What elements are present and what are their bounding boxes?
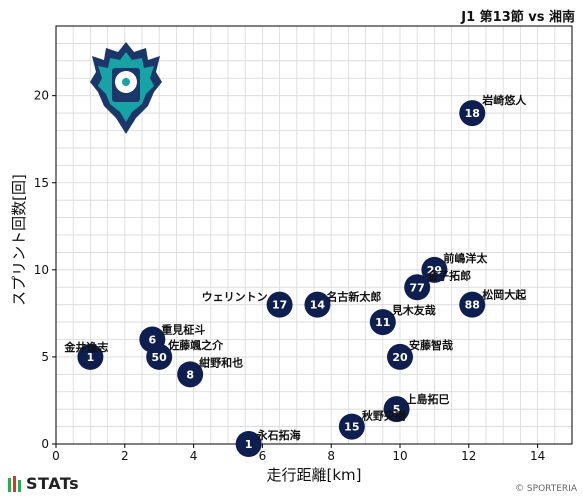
point-label: 金子拓郎 xyxy=(426,268,471,282)
point-number: 18 xyxy=(465,107,480,120)
point-number: 50 xyxy=(152,351,168,364)
data-point: 17 ウェリントン xyxy=(202,291,293,318)
point-number: 77 xyxy=(410,281,425,294)
point-label: 名古新太郎 xyxy=(326,290,381,304)
point-label: ウェリントン xyxy=(202,291,268,304)
point-marker xyxy=(338,413,365,440)
point-number: 14 xyxy=(310,299,326,312)
x-tick-label: 12 xyxy=(461,449,476,463)
point-label: 松岡大起 xyxy=(482,288,527,302)
point-marker xyxy=(383,396,410,423)
point-marker xyxy=(177,361,204,388)
point-label: 岩崎悠人 xyxy=(481,93,527,107)
chart-title: J1 第13節 vs 湘南 xyxy=(461,10,575,25)
point-number: 15 xyxy=(344,421,359,434)
bars-icon xyxy=(8,475,22,492)
x-tick-label: 2 xyxy=(121,449,129,463)
copyright: © SPORTERIA xyxy=(515,484,577,494)
x-tick-label: 14 xyxy=(530,449,545,463)
point-number: 5 xyxy=(393,403,401,416)
brand-logo: STATs xyxy=(8,474,79,493)
point-marker xyxy=(387,343,413,370)
point-number: 29 xyxy=(427,264,442,277)
point-marker xyxy=(369,309,396,336)
data-point: 5 上島拓巳 xyxy=(383,392,450,423)
point-marker xyxy=(404,274,431,301)
point-number: 1 xyxy=(245,438,253,451)
point-label: 重見柾斗 xyxy=(161,323,205,337)
x-tick-label: 4 xyxy=(190,449,198,463)
point-label: 秋野央樹 xyxy=(362,409,406,423)
point-number: 20 xyxy=(392,351,408,364)
point-marker xyxy=(266,291,293,318)
x-tick-label: 6 xyxy=(259,449,267,463)
point-marker xyxy=(459,100,486,127)
point-label: 上島拓巳 xyxy=(406,392,450,406)
point-label: 見木友哉 xyxy=(391,303,436,317)
brand-name: STATs xyxy=(26,474,80,493)
x-tick-label: 0 xyxy=(52,449,60,463)
point-marker xyxy=(146,343,173,370)
point-label: 紺野和也 xyxy=(199,355,243,369)
point-label: 安藤智哉 xyxy=(409,338,453,352)
x-axis-label: 走行距離[km] xyxy=(266,466,361,484)
point-label: 金井逸志 xyxy=(63,340,108,354)
point-number: 1 xyxy=(87,351,95,364)
y-tick-label: 0 xyxy=(41,437,49,451)
point-number: 6 xyxy=(148,334,156,347)
point-number: 17 xyxy=(272,299,287,312)
y-tick-label: 5 xyxy=(41,350,49,364)
point-number: 88 xyxy=(465,299,480,312)
plot-frame xyxy=(55,25,573,445)
y-axis-label: スプリント回数[回] xyxy=(10,174,28,306)
point-label: 前嶋洋太 xyxy=(443,251,488,265)
y-tick-label: 15 xyxy=(34,176,49,190)
data-point: 8 紺野和也 xyxy=(177,355,243,388)
point-label: 佐藤颯之介 xyxy=(167,338,224,352)
x-tick-label: 8 xyxy=(327,449,335,463)
point-marker xyxy=(459,291,486,318)
y-tick-label: 20 xyxy=(34,89,49,103)
point-marker xyxy=(421,256,448,283)
point-marker xyxy=(235,431,262,457)
club-emblem-icon xyxy=(90,42,162,134)
points-layer: 18岩崎悠人29前嶋洋太77金子拓郎88松岡大起17ウェリントン14名古新太郎1… xyxy=(63,93,527,457)
point-marker xyxy=(77,343,104,370)
point-number: 8 xyxy=(186,368,194,381)
point-number: 11 xyxy=(375,316,390,329)
y-tick-label: 10 xyxy=(34,263,49,277)
x-tick-label: 10 xyxy=(392,449,407,463)
point-marker xyxy=(304,291,331,318)
point-label: 永石拓海 xyxy=(256,428,301,442)
